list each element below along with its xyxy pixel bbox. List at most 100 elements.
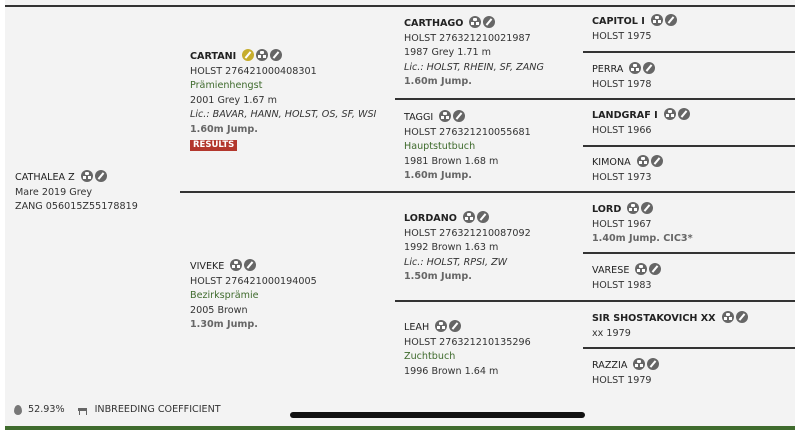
divider xyxy=(583,51,795,53)
pedigree-icon[interactable] xyxy=(80,170,93,182)
horse-name[interactable]: LORD xyxy=(592,204,622,215)
horse-info-green: Hauptstutbuch xyxy=(404,141,476,153)
edit-icon[interactable] xyxy=(641,202,654,214)
horse-leah: LEAH HOLST 276321210135296 Zuchtbuch 1996 B… xyxy=(404,320,531,379)
horse-name[interactable]: RAZZIA xyxy=(592,360,628,371)
edit-icon[interactable] xyxy=(270,49,283,61)
pedigree-icon[interactable] xyxy=(230,259,243,271)
edit-icon[interactable] xyxy=(453,110,466,122)
horse-info-perf: 1.50m Jump. xyxy=(404,271,472,283)
horse-info-text: HOLST 276421000194005 xyxy=(190,275,317,287)
divider xyxy=(395,300,795,302)
edit-icon[interactable] xyxy=(677,108,690,120)
horse-name[interactable]: LEAH xyxy=(404,322,430,333)
edit-icon[interactable] xyxy=(244,259,257,271)
edit-icon[interactable] xyxy=(643,62,656,74)
pedigree-icon[interactable] xyxy=(721,311,734,323)
horse-name[interactable]: CARTANI xyxy=(190,51,237,62)
horse-name[interactable]: PERRA xyxy=(592,64,624,75)
divider xyxy=(583,252,795,254)
footer-accent-bar xyxy=(5,426,795,430)
inbreeding-label[interactable]: INBREEDING COEFFICIENT xyxy=(94,404,221,415)
horse-name[interactable]: CATHALEA Z xyxy=(15,172,75,183)
horse-cartani: CARTANI HOLST 276421000408301 Prämienhengs… xyxy=(190,49,376,152)
inbreeding-value: 52.93% xyxy=(28,404,65,415)
horse-lord: LORD HOLST 1967 1.40m Jump. CIC3* xyxy=(592,202,693,247)
horse-info-italic: Lic.: HOLST, RHEIN, SF, ZANG xyxy=(404,61,544,73)
horse-lordano: LORDANO HOLST 276321210087092 1992 Brown 1… xyxy=(404,211,531,285)
horse-info-text: 1996 Brown 1.64 m xyxy=(404,365,499,377)
edit-icon[interactable] xyxy=(650,155,663,167)
inbreeding-footer: 52.93% INBREEDING COEFFICIENT xyxy=(14,404,221,415)
horse-info-text: HOLST 276321210055681 xyxy=(404,126,531,138)
horse-carthago: CARTHAGO HOLST 276321210021987 1987 Grey 1… xyxy=(404,16,544,90)
horse-razzia: RAZZIA HOLST 1979 xyxy=(592,358,660,388)
horse-info-text: 2001 Grey 1.67 m xyxy=(190,94,278,106)
horse-name[interactable]: CARTHAGO xyxy=(404,18,464,29)
edit-icon[interactable] xyxy=(476,211,489,223)
edit-icon[interactable] xyxy=(94,170,107,182)
horse-info-text: HOLST 1983 xyxy=(592,279,652,291)
horse-info-text: Mare 2019 Grey xyxy=(15,186,93,198)
horse-info-text: 1987 Grey 1.71 m xyxy=(404,47,492,59)
horse-name[interactable]: KIMONA xyxy=(592,157,631,168)
licensed-icon[interactable] xyxy=(242,49,255,61)
horse-info-text: HOLST 1979 xyxy=(592,374,652,386)
edit-icon[interactable] xyxy=(483,16,496,28)
horse-info-perf: 1.40m Jump. CIC3* xyxy=(592,233,693,245)
horse-info-perf: 1.60m Jump. xyxy=(404,76,472,88)
horse-info-text: HOLST 1973 xyxy=(592,171,652,183)
horse-name[interactable]: TAGGI xyxy=(404,112,434,123)
edit-icon[interactable] xyxy=(449,320,462,332)
horse-info-text: 2005 Brown xyxy=(190,304,248,316)
horse-name[interactable]: LORDANO xyxy=(404,213,457,224)
pedigree-icon[interactable] xyxy=(635,263,648,275)
pedigree-panel xyxy=(5,0,795,426)
horse-kimona: KIMONA HOLST 1973 xyxy=(592,155,663,185)
horse-info-italic: Lic.: HOLST, RPSI, ZW xyxy=(404,256,508,268)
horse-name[interactable]: SIR SHOSTAKOVICH XX xyxy=(592,313,716,324)
horse-varese: VARESE HOLST 1983 xyxy=(592,263,662,293)
pedigree-icon[interactable] xyxy=(636,155,649,167)
horse-info-text: HOLST 1966 xyxy=(592,124,652,136)
pedigree-icon[interactable] xyxy=(256,49,269,61)
pedigree-icon[interactable] xyxy=(633,358,646,370)
pedigree-icon[interactable] xyxy=(469,16,482,28)
horse-info-text: HOLST 1975 xyxy=(592,30,652,42)
edit-icon[interactable] xyxy=(664,14,677,26)
edit-icon[interactable] xyxy=(735,311,748,323)
pedigree-icon[interactable] xyxy=(462,211,475,223)
horse-viveke: VIVEKE HOLST 276421000194005 Bezirksprämie… xyxy=(190,259,317,333)
horse-info-green: Prämienhengst xyxy=(190,80,263,92)
horse-sir-shostakovich-xx: SIR SHOSTAKOVICH XX xx 1979 xyxy=(592,311,748,341)
horse-name[interactable]: VARESE xyxy=(592,265,630,276)
pedigree-icon[interactable] xyxy=(627,202,640,214)
horse-info-text: HOLST 276321210021987 xyxy=(404,32,531,44)
edit-icon[interactable] xyxy=(647,358,660,370)
pedigree-icon[interactable] xyxy=(439,110,452,122)
divider xyxy=(583,347,795,349)
horse-name[interactable]: CAPITOL I xyxy=(592,16,645,27)
horse-capitol-i: CAPITOL I HOLST 1975 xyxy=(592,14,677,44)
pedigree-icon[interactable] xyxy=(663,108,676,120)
horse-name[interactable]: LANDGRAF I xyxy=(592,110,658,121)
horse-taggi: TAGGI HOLST 276321210055681 Hauptstutbuch 1… xyxy=(404,110,531,184)
results-button[interactable]: RESULTS xyxy=(190,139,238,151)
divider xyxy=(180,191,795,193)
horse-info-perf: 1.60m Jump. xyxy=(190,123,258,135)
horse-name[interactable]: VIVEKE xyxy=(190,261,225,272)
horse-info-green: Bezirksprämie xyxy=(190,290,259,302)
divider xyxy=(583,145,795,147)
horse-cathalea-z: CATHALEA Z Mare 2019 Grey ZANG 056015Z5517… xyxy=(15,170,138,215)
pedigree-icon[interactable] xyxy=(629,62,642,74)
horse-info-text: xx 1979 xyxy=(592,327,631,339)
horse-icon xyxy=(77,405,89,415)
home-indicator xyxy=(290,412,585,418)
horse-info-text: HOLST 1967 xyxy=(592,218,652,230)
divider xyxy=(5,5,795,7)
horse-info-text: HOLST 276321210135296 xyxy=(404,336,531,348)
edit-icon[interactable] xyxy=(649,263,662,275)
horse-info-italic: Lic.: BAVAR, HANN, HOLST, OS, SF, WSI xyxy=(190,109,377,121)
pedigree-icon[interactable] xyxy=(650,14,663,26)
pedigree-icon[interactable] xyxy=(435,320,448,332)
